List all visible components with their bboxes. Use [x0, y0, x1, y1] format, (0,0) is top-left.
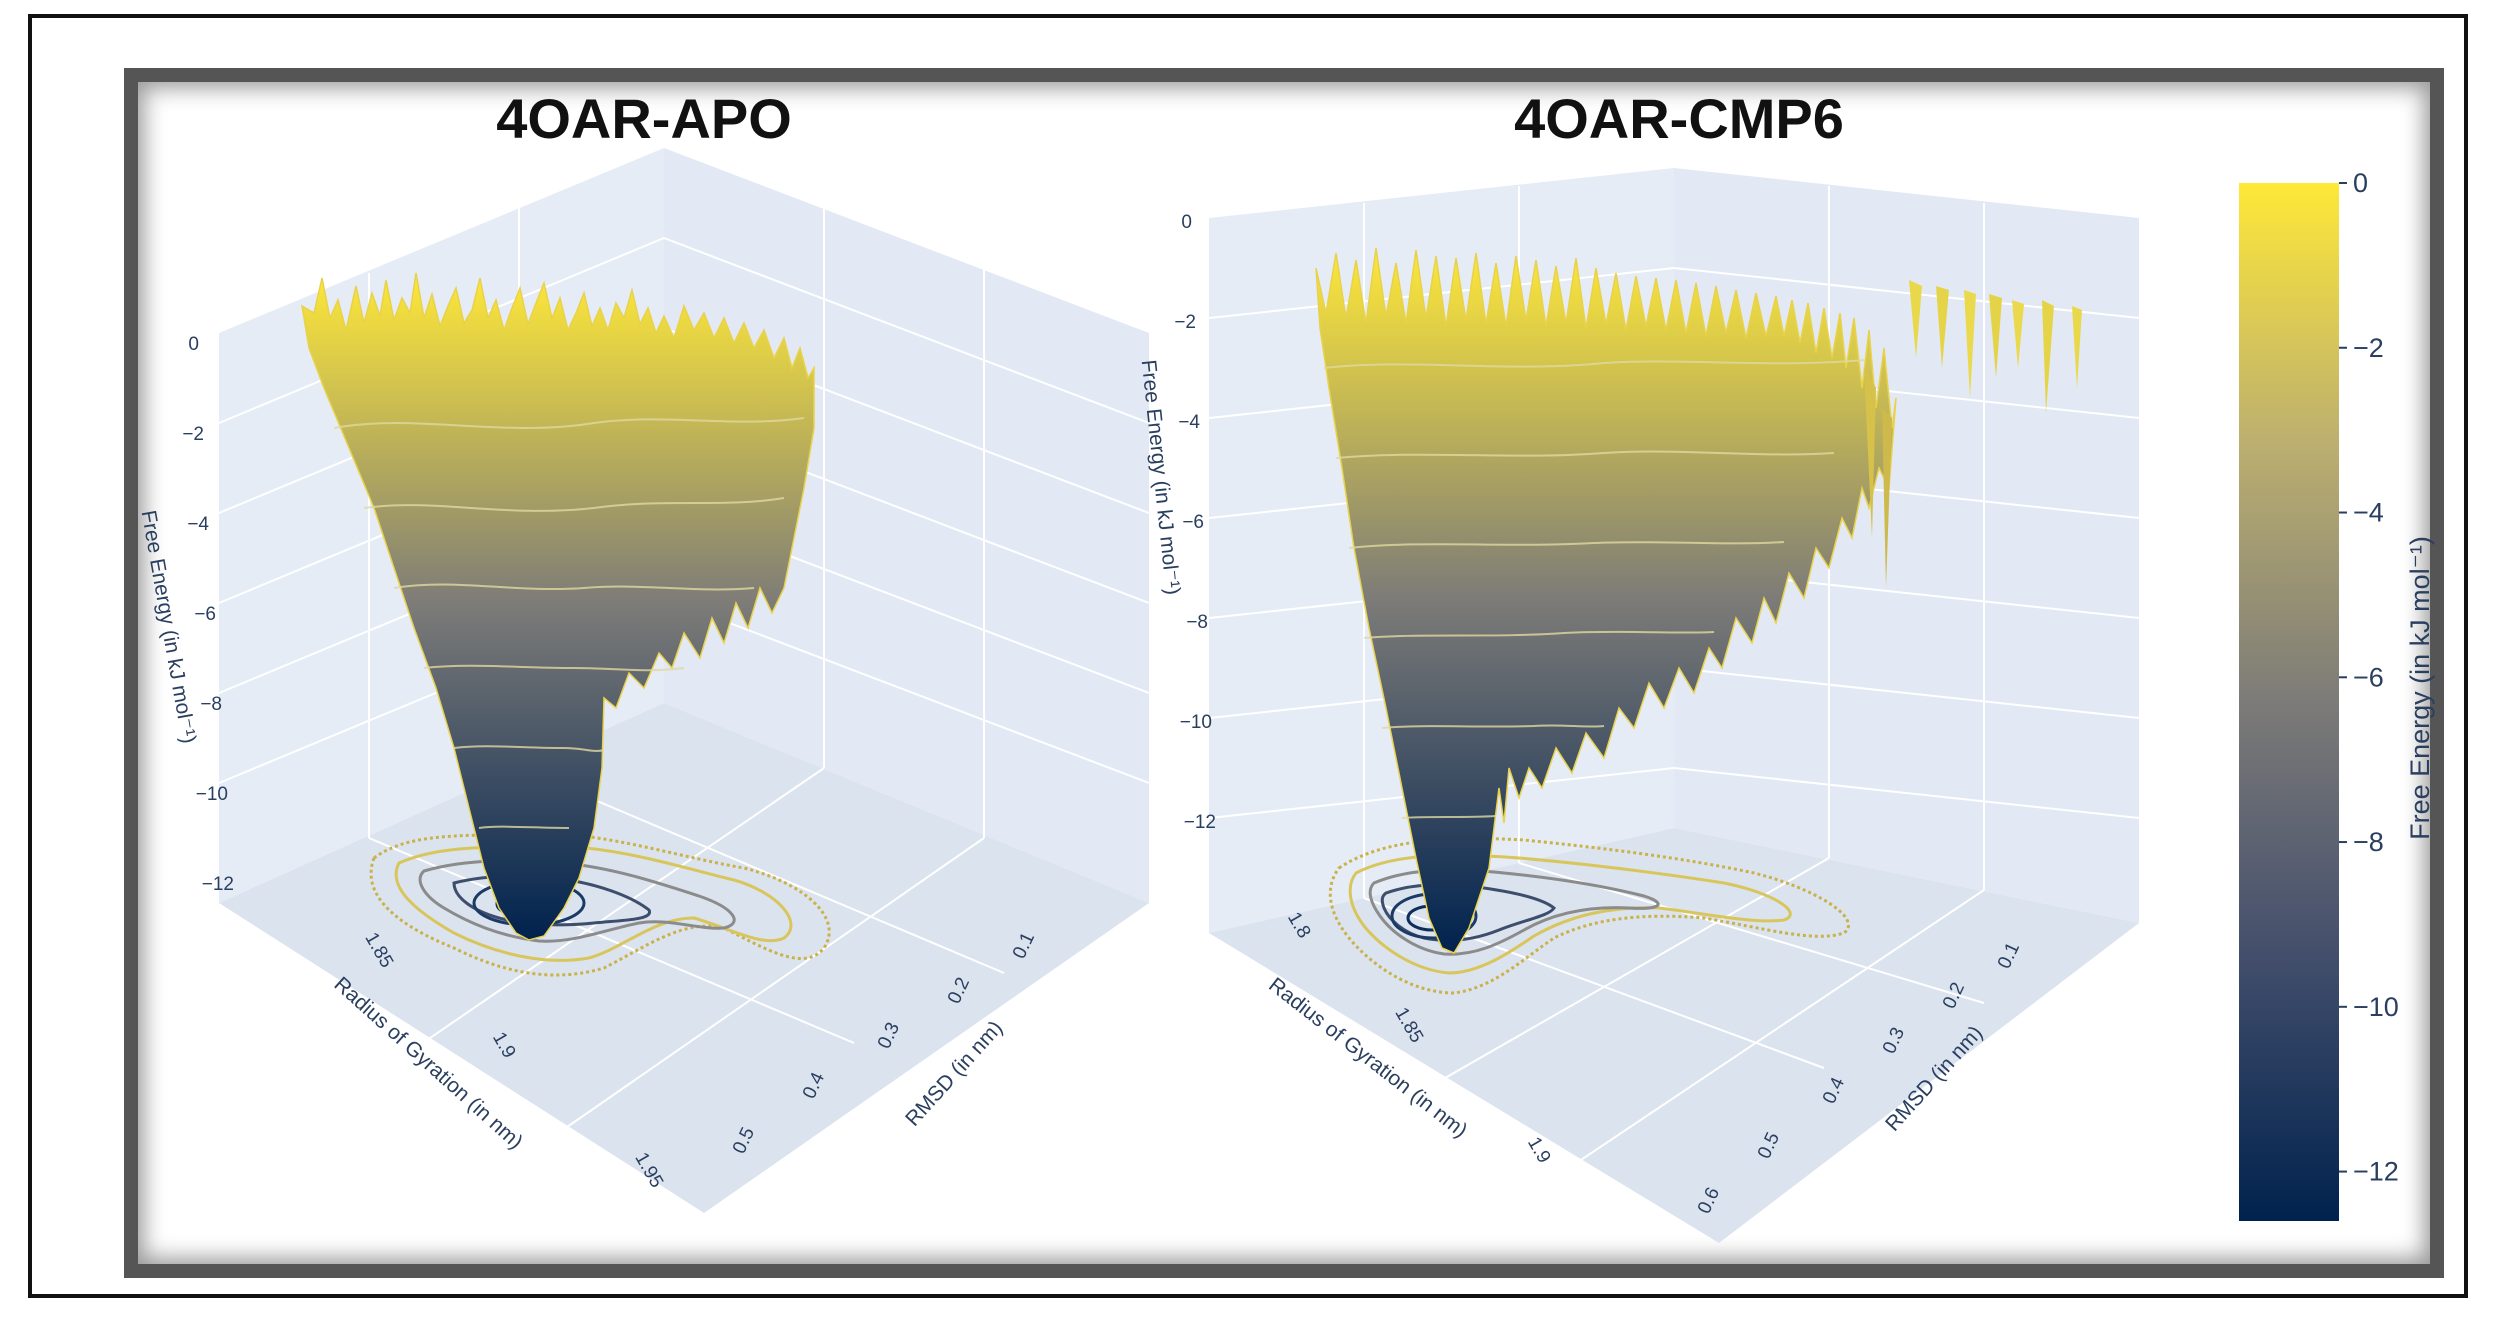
colorbar-label: Free Energy (in kJ mol⁻¹) — [2405, 536, 2435, 840]
colorbar: 0 −2 −4 −6 −8 −10 −12 Free Energy (in kJ mol⁻¹… — [2239, 168, 2435, 1221]
scene-wall-right-apo — [664, 148, 1149, 903]
colorbar-gradient — [2239, 183, 2339, 1221]
colorbar-tick-label: −10 — [2353, 992, 2399, 1022]
free-energy-landscape-figure: 4OAR-APO — [137, 87, 2435, 1243]
z-tick-cmp6-1: −2 — [1174, 312, 1196, 333]
colorbar-tick-label: −8 — [2353, 827, 2384, 857]
colorbar-tick-label: 0 — [2353, 168, 2368, 198]
surface-apo — [300, 272, 815, 941]
panel-cmp6: 4OAR-CMP6 — [1137, 87, 2140, 1243]
z-tick-cmp6-6: −12 — [1184, 812, 1216, 833]
panel-apo: 4OAR-APO — [137, 87, 1150, 1213]
z-tick-apo-4: −8 — [200, 694, 222, 715]
scene-floor-apo — [219, 703, 1149, 1213]
z-tick-cmp6-4: −8 — [1186, 612, 1208, 633]
z-tick-cmp6-2: −4 — [1178, 412, 1200, 433]
colorbar-tick-label: −6 — [2353, 662, 2384, 692]
surface-isolines-apo — [333, 417, 805, 829]
z-tick-apo-5: −10 — [196, 784, 228, 805]
z-tick-apo-2: −4 — [187, 514, 209, 535]
colorbar-tick-label: −2 — [2353, 333, 2384, 363]
surface-isolines-cmp6 — [1323, 359, 1865, 819]
z-tick-apo-6: −12 — [202, 874, 234, 895]
figure: 4OAR-APO — [124, 68, 2444, 1278]
surface-cmp6 — [1315, 247, 1897, 954]
z-tick-cmp6-3: −6 — [1182, 512, 1204, 533]
z-tick-cmp6-0: 0 — [1181, 212, 1192, 233]
z-tick-apo-0: 0 — [188, 334, 199, 355]
z-tick-apo-1: −2 — [182, 424, 204, 445]
colorbar-ticks: 0 −2 −4 −6 −8 −10 −12 — [2339, 168, 2399, 1187]
z-axis-label-apo: Free Energy (in kJ mol⁻¹) — [137, 509, 201, 746]
z-tick-apo-3: −6 — [194, 604, 216, 625]
surface-spikes-cmp6 — [1864, 280, 2082, 588]
panel-title-apo: 4OAR-APO — [496, 87, 792, 150]
outer-frame: 4OAR-APO — [28, 14, 2468, 1298]
panel-title-cmp6: 4OAR-CMP6 — [1514, 87, 1844, 150]
colorbar-tick-label: −4 — [2353, 498, 2384, 528]
z-tick-cmp6-5: −10 — [1180, 712, 1212, 733]
colorbar-tick-label: −12 — [2353, 1157, 2399, 1187]
